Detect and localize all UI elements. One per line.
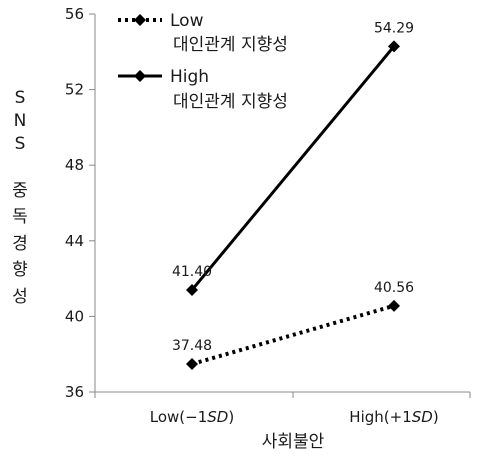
x-tick-label: Low(−1SD): [150, 408, 234, 426]
y-tick-label: 44: [65, 232, 84, 250]
x-tick-label-prefix: High(+1: [349, 408, 411, 426]
series-line-low: [191, 303, 395, 366]
y-axis-title-char: 중: [12, 181, 28, 201]
legend-label-low-line1: Low: [170, 11, 204, 31]
y-tick-label: 36: [65, 383, 84, 401]
y-tick-label: 56: [65, 5, 84, 23]
legend-label-high-line2: 대인관계 지향성: [173, 92, 288, 112]
data-label-low: 40.56: [374, 280, 414, 296]
y-tick-label: 52: [65, 81, 84, 99]
y-axis-title-char: 독: [12, 207, 28, 227]
x-tick-label-suffix: ): [228, 408, 234, 426]
x-axis-title: 사회불안: [262, 432, 325, 452]
y-axis-title-char: 성: [12, 287, 28, 307]
x-tick-label: High(+1SD): [349, 408, 438, 426]
data-label-high: 54.29: [374, 20, 414, 36]
data-point-low: [186, 358, 198, 371]
data-point-low: [388, 299, 400, 312]
x-tick-label-sd: SD: [412, 408, 433, 426]
data-point-high: [186, 283, 198, 296]
y-axis-title-char: 향: [12, 260, 28, 280]
y-tick-label: 40: [65, 307, 84, 325]
legend-marker-low: [134, 14, 146, 26]
y-tick-label: 48: [65, 156, 84, 174]
x-tick-label-suffix: ): [433, 408, 439, 426]
x-tick-label-sd: SD: [207, 408, 228, 426]
y-axis-title-char: S: [15, 134, 26, 154]
data-label-high: 41.40: [172, 264, 212, 280]
y-axis-title-char: 경: [12, 234, 28, 254]
legend-label-low-line2: 대인관계 지향성: [173, 35, 288, 55]
series-line-high: [190, 45, 396, 291]
data-point-high: [388, 40, 400, 53]
legend-label-high-line1: High: [170, 67, 209, 87]
y-axis-title-char: N: [14, 111, 27, 131]
legend-marker-high: [134, 70, 146, 82]
data-label-low: 37.48: [172, 338, 212, 354]
x-tick-label-prefix: Low(−1: [150, 408, 208, 426]
y-axis-title-char: S: [15, 88, 26, 108]
